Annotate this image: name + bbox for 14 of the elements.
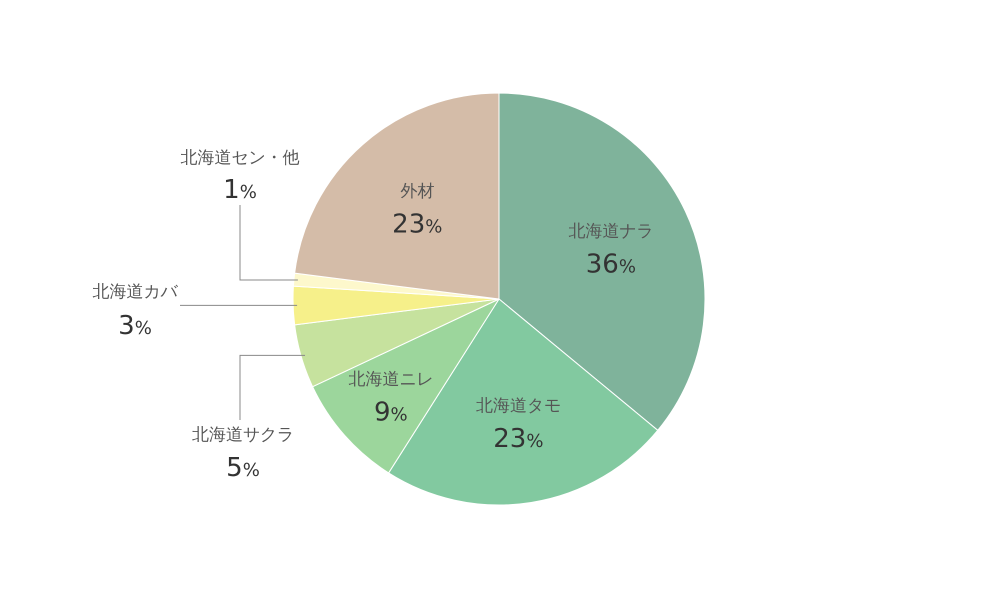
slice-label: 北海道セン・他 [180,148,300,168]
data-label: 36% [586,249,636,280]
slice-label: 北海道ナラ [568,221,654,242]
slice-label: 北海道ニレ [348,369,434,390]
slice-label: 北海道サクラ [192,425,294,445]
data-label: 23% [493,424,544,454]
data-label: 1% [223,175,257,205]
data-label: 5% [226,453,260,483]
data-label: 3% [118,311,152,341]
data-label: 23% [392,209,442,240]
data-label: 9% [374,397,408,428]
slice-label: 北海道タモ [476,396,561,416]
slice-label: 北海道カバ [92,282,178,302]
slice-label: 外材 [400,181,434,202]
